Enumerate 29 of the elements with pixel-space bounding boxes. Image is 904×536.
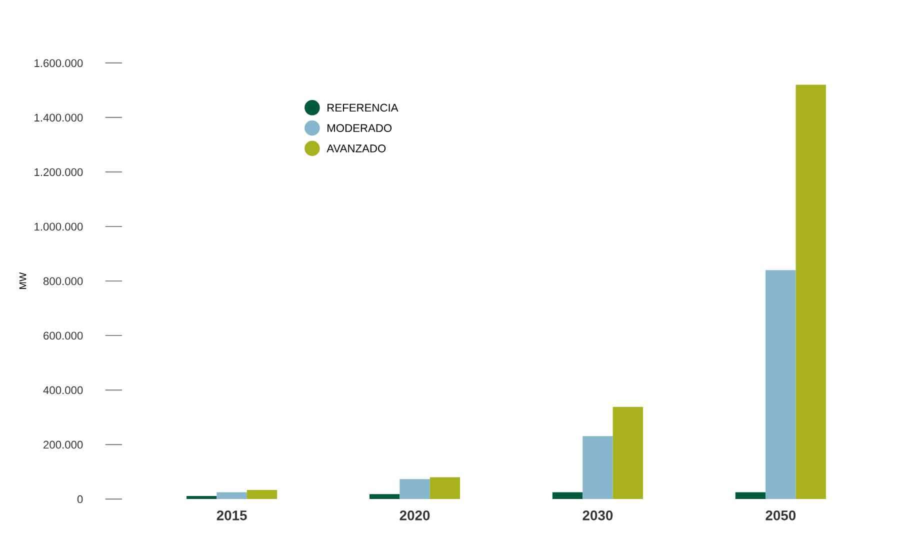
bar [552,492,583,500]
y-tick-label: 1.000.000 [34,222,83,231]
y-tick-label: 200.000 [44,440,83,449]
bar [582,436,613,500]
y-tick-label: 0 [77,495,83,504]
y-tick-label: 1.200.000 [34,168,83,176]
bar [796,84,826,500]
bar [369,494,400,500]
bar [186,496,217,500]
bar [400,479,430,500]
y-tick-label: 400.000 [43,386,83,394]
bar [216,492,247,500]
legend-label: MODERADO [328,124,392,132]
y-axis-title: MW [19,272,26,289]
legend-label: REFERENCIA [328,104,398,112]
y-tick-label: 1.600.000 [34,59,83,68]
x-tick-label: 2020 [400,510,430,520]
x-tick-label: 2030 [582,510,613,520]
legend-label: AVANZADO [326,144,386,152]
y-tick-label: 1.400.000 [34,114,83,122]
bar [735,492,766,500]
x-tick-label: 2050 [766,510,796,520]
y-tick-label: 800.000 [43,277,83,286]
bar [430,477,460,500]
y-tick-label: 600.000 [44,332,83,340]
bar [612,406,643,500]
bar [246,490,278,500]
bar [766,270,796,500]
x-tick-label: 2015 [216,510,247,520]
